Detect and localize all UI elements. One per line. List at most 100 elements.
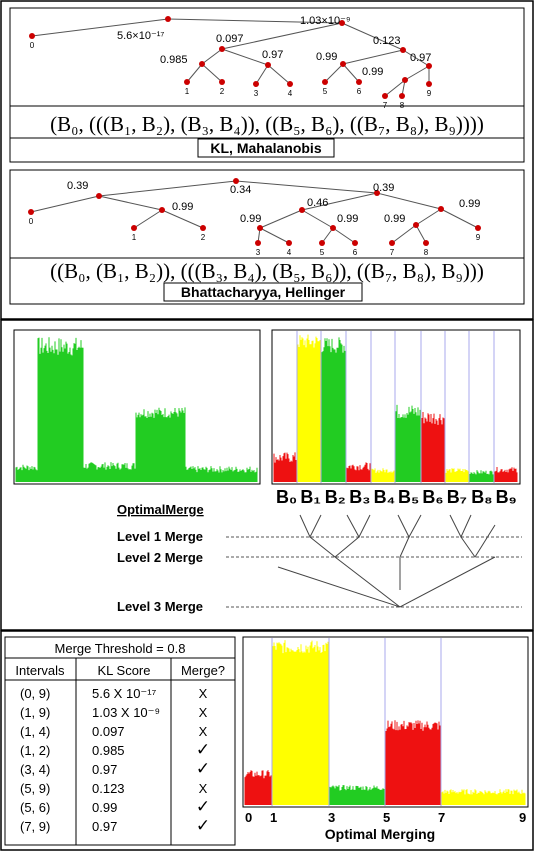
tree-node xyxy=(200,225,206,231)
tree1-edge-label: 1.03×10⁻⁹ xyxy=(300,15,351,27)
tree2-edge-label: 0.39 xyxy=(67,180,88,192)
bottom-panel-frame xyxy=(0,630,534,851)
level2-label: Level 2 Merge xyxy=(117,550,203,565)
row-interval: (3, 4) xyxy=(20,762,50,777)
tree-edge xyxy=(402,49,430,67)
tree-edge xyxy=(415,224,427,244)
level1-label: Level 1 Merge xyxy=(117,529,203,544)
bin-label: B₁ xyxy=(300,487,320,507)
tree-node xyxy=(374,190,380,196)
tree2-edge-label: 0.46 xyxy=(307,197,328,209)
tree2-edge-label: 0.39 xyxy=(373,182,394,194)
optimal-merging-chart: 0 1 3 5 7 9 Optimal Merging xyxy=(242,636,529,842)
tree1-edge-label: 0.123 xyxy=(373,35,401,47)
tree2-edge-label: 0.99 xyxy=(240,213,261,225)
row-merge: ✓ xyxy=(196,797,210,816)
row-score: 0.097 xyxy=(92,724,125,739)
tree-node xyxy=(400,47,406,53)
tree-edge xyxy=(301,209,334,229)
tree-node xyxy=(413,222,419,228)
tree-edge xyxy=(415,208,442,226)
tree-edge xyxy=(342,63,360,83)
header-merge: Merge? xyxy=(181,663,225,678)
tree-edge xyxy=(98,180,237,197)
tree1-edge-label: 0.985 xyxy=(160,54,188,66)
tree-edge xyxy=(30,195,100,213)
tree-leaf-label: 7 xyxy=(383,101,388,110)
row-merge: ✓ xyxy=(196,759,210,778)
tree-node xyxy=(28,209,34,215)
tree-node xyxy=(96,193,102,199)
axis-tick: 3 xyxy=(328,810,335,825)
tree2-edge-label: 0.99 xyxy=(172,201,193,213)
tree-edge xyxy=(161,209,204,229)
tree-edge xyxy=(342,49,404,65)
tree-leaf-label: 9 xyxy=(476,233,481,242)
raw-histogram xyxy=(13,329,261,485)
tree-node xyxy=(199,61,205,67)
tree-node xyxy=(356,79,362,85)
tree-node xyxy=(339,20,345,26)
tree-node xyxy=(165,16,171,22)
threshold-title: Merge Threshold = 0.8 xyxy=(55,641,186,656)
tree-leaf-label: 1 xyxy=(132,233,137,242)
tree-node xyxy=(253,81,259,87)
tree-node xyxy=(287,81,293,87)
tree-edge xyxy=(133,209,163,229)
tree-leaf-label: 5 xyxy=(320,248,325,257)
row-interval: (1, 4) xyxy=(20,724,50,739)
tree-edge xyxy=(259,227,290,244)
tree-leaf-label: 4 xyxy=(288,89,293,98)
header-score: KL Score xyxy=(98,663,151,678)
axis-tick: 9 xyxy=(519,810,526,825)
tree1-edge-label: 0.97 xyxy=(410,52,431,64)
row-interval: (5, 9) xyxy=(20,781,50,796)
tree-edge xyxy=(235,180,378,194)
tree2-edge-label: 0.99 xyxy=(337,213,358,225)
tree-node xyxy=(265,62,271,68)
tree-edge xyxy=(167,18,343,24)
tree-leaf-label: 9 xyxy=(427,89,432,98)
level3-label: Level 3 Merge xyxy=(117,599,203,614)
tree-edge xyxy=(201,63,223,83)
tree-node xyxy=(159,207,165,213)
tree-leaf-label: 0 xyxy=(29,217,34,226)
tree-edge xyxy=(255,64,269,85)
tree-leaf-label: 5 xyxy=(323,87,328,96)
tree-node xyxy=(286,240,292,246)
middle-panel-frame xyxy=(0,319,534,631)
tree2-panel: 0 1 2 3 4 5 6 7 8 9 0.39 0.34 0.39 0.99 0.46 0.99… xyxy=(9,169,525,305)
tree-node xyxy=(233,178,239,184)
tree-edge xyxy=(201,48,223,65)
axis-tick: 7 xyxy=(438,810,445,825)
tree2-edge-label: 0.99 xyxy=(459,198,480,210)
tree-edge xyxy=(376,192,442,210)
row-score: 1.03 X 10⁻⁹ xyxy=(92,705,160,720)
tree-edge xyxy=(267,64,291,85)
tree-leaf-label: 8 xyxy=(400,101,405,110)
row-score: 0.97 xyxy=(92,762,117,777)
tree-edge xyxy=(301,192,378,211)
tree-node xyxy=(219,79,225,85)
row-interval: (7, 9) xyxy=(20,819,50,834)
merge-tree xyxy=(277,514,496,608)
row-merge: ✓ xyxy=(196,740,210,759)
tree-leaf-label: 2 xyxy=(201,233,206,242)
tree-node xyxy=(382,93,388,99)
tree1-formula: (B₀, (((B₁, B₂), (B₃, B₄)), ((B₅, B₆), (… xyxy=(50,112,484,136)
tree-leaf-label: 3 xyxy=(254,89,259,98)
bin-label: B₄ xyxy=(374,487,396,507)
tree2-edge-label: 0.34 xyxy=(230,184,251,196)
tree1-edge-label: 0.99 xyxy=(316,51,337,63)
row-interval: (0, 9) xyxy=(20,686,50,701)
row-merge: ✓ xyxy=(196,816,210,835)
row-merge: X xyxy=(199,705,208,720)
tree-leaf-label: 1 xyxy=(185,87,190,96)
tree-node xyxy=(184,79,190,85)
tree-leaf-label: 6 xyxy=(353,248,358,257)
bin-label: B₀ xyxy=(276,487,297,507)
row-score: 0.97 xyxy=(92,819,117,834)
tree-edge xyxy=(440,208,479,229)
tree1-edge-label: 0.097 xyxy=(216,33,244,45)
